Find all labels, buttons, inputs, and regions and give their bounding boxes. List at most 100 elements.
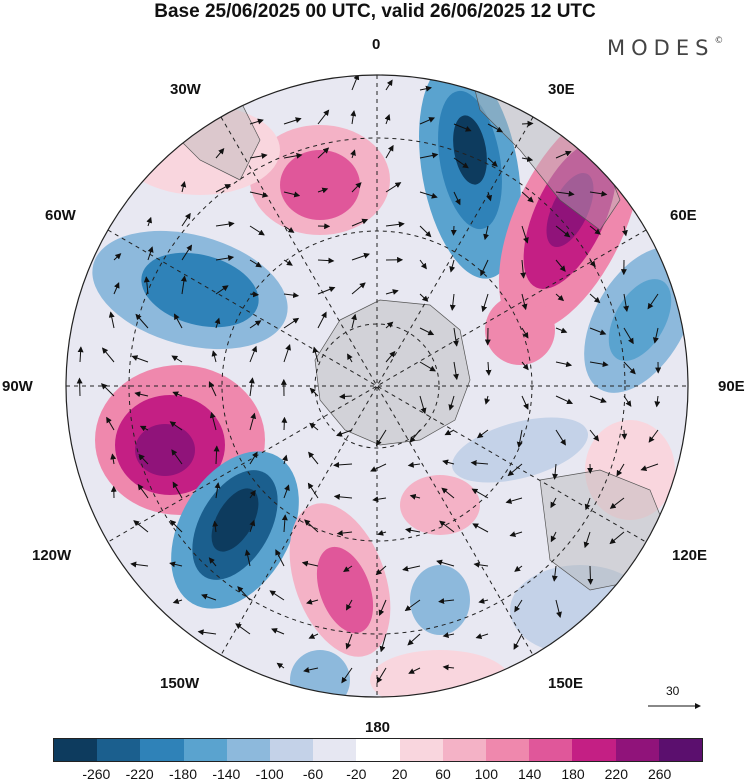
vector-scale-label: 30 — [666, 684, 680, 698]
wind-vector — [409, 493, 421, 500]
graticule — [66, 75, 688, 697]
wind-vector — [652, 327, 659, 344]
wind-vector — [555, 429, 566, 446]
wind-vector — [100, 383, 115, 397]
wind-vector — [589, 225, 601, 235]
wind-vector — [514, 565, 523, 572]
wind-vector — [409, 429, 421, 443]
colorbar-swatch — [97, 739, 141, 761]
wind-vector — [623, 361, 636, 375]
wind-vector — [442, 632, 455, 639]
wind-vector — [472, 523, 489, 533]
wind-vector — [589, 190, 608, 197]
wind-vector — [135, 313, 149, 329]
wind-vector — [249, 118, 264, 125]
lon-label-60w: 60W — [45, 207, 76, 224]
wind-vector — [487, 123, 503, 133]
wind-vector — [214, 317, 221, 329]
wind-vector — [555, 225, 571, 238]
lon-label-180: 180 — [365, 719, 391, 736]
wind-vector — [621, 225, 628, 237]
wind-vector — [138, 453, 149, 465]
wind-vector — [244, 549, 251, 567]
wind-vector — [521, 156, 534, 162]
wind-vector — [249, 345, 258, 363]
colorbar-swatch — [54, 739, 98, 761]
map-disc — [66, 75, 688, 697]
wind-vector — [214, 482, 221, 499]
colorbar-swatch — [183, 739, 227, 761]
wind-vector — [308, 451, 319, 465]
wind-vector — [181, 212, 191, 227]
wind-vector — [249, 153, 268, 159]
wind-vector — [350, 149, 356, 159]
wind-vector — [343, 565, 353, 573]
colorbar-tick-label: -20 — [346, 766, 367, 782]
wind-vector — [505, 497, 523, 504]
wind-vector — [211, 350, 218, 363]
wind-vector — [181, 244, 193, 261]
wind-vector — [171, 355, 183, 363]
wind-vector — [281, 514, 288, 533]
wind-vector — [169, 561, 183, 568]
colorbar-swatch — [442, 739, 487, 761]
colorbar-swatch — [226, 739, 271, 761]
wind-vector — [453, 361, 459, 381]
colorbar-tick-label: 140 — [517, 766, 542, 782]
wind-vector — [351, 182, 362, 193]
lon-label-60e: 60E — [670, 207, 697, 224]
wind-vector — [480, 259, 489, 277]
wind-vector — [385, 321, 394, 329]
wind-vector — [372, 496, 387, 503]
wind-vector — [208, 381, 217, 397]
wind-vector — [587, 565, 594, 585]
wind-vector — [375, 429, 387, 447]
wind-vector — [442, 664, 455, 671]
wind-vector — [249, 412, 257, 431]
wind-vector — [550, 531, 557, 543]
wind-vector — [147, 246, 154, 261]
wind-vector — [402, 565, 421, 572]
wind-vector — [304, 519, 319, 533]
colorbar — [53, 738, 703, 762]
wind-vector — [521, 225, 529, 244]
wind-vector — [341, 667, 353, 684]
wind-vector — [312, 346, 319, 363]
wind-vector — [550, 497, 557, 509]
wind-vector — [172, 481, 183, 499]
colorbar-tick-label: 220 — [604, 766, 629, 782]
wind-vector — [317, 257, 335, 264]
wind-vector — [249, 225, 265, 236]
colorbar-swatch — [529, 739, 573, 761]
colorbar-swatch — [270, 739, 314, 761]
wind-vector — [235, 623, 251, 635]
lon-label-90e: 90E — [718, 378, 745, 395]
wind-vector — [347, 353, 353, 363]
wind-vector — [419, 259, 427, 270]
wind-vector — [476, 429, 489, 439]
wind-vector — [110, 453, 117, 465]
wind-vector — [351, 313, 357, 329]
lon-label-150w: 150W — [160, 675, 200, 692]
wind-vector — [473, 561, 489, 568]
colorbar-tick-label: 260 — [647, 766, 672, 782]
wind-vector — [215, 221, 235, 228]
wind-vector — [180, 275, 187, 295]
colorbar-swatch — [486, 739, 530, 761]
wind-vector — [551, 565, 558, 582]
wind-vector — [555, 293, 565, 302]
wind-vector — [345, 633, 353, 650]
wind-vector — [514, 599, 523, 613]
wind-vector — [484, 395, 491, 405]
lon-label-90w: 90W — [2, 378, 33, 395]
wind-vector — [169, 519, 183, 533]
wind-vector — [283, 152, 303, 159]
wind-vector — [351, 218, 369, 227]
wind-vector — [521, 120, 534, 127]
wind-vector — [212, 520, 219, 533]
wind-vector — [449, 259, 456, 273]
colorbar-tick-label: -60 — [302, 766, 324, 782]
wind-vector — [481, 293, 489, 313]
wind-vector — [589, 327, 607, 335]
